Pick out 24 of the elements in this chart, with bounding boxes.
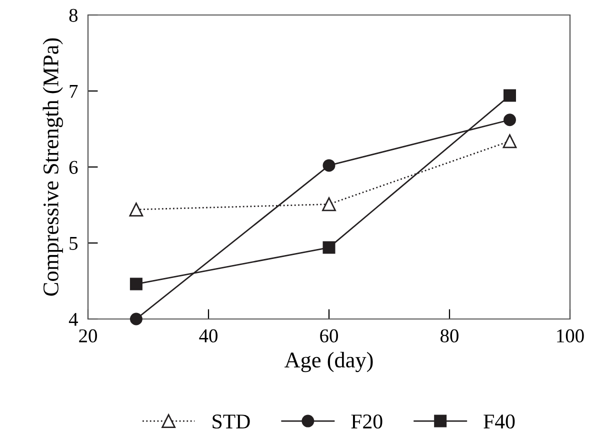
- x-tick-label: 100: [557, 329, 584, 342]
- legend-label: F40: [484, 414, 515, 429]
- point: [130, 312, 142, 326]
- point: [322, 241, 336, 254]
- x-tick-label: 80: [440, 329, 458, 342]
- legend-label: STD: [212, 414, 250, 429]
- x-tick-label: 40: [199, 329, 218, 342]
- point: [322, 197, 336, 212]
- point: [502, 134, 517, 148]
- point: [504, 89, 516, 102]
- point: [322, 159, 336, 172]
- y-tick-label: 5: [70, 237, 78, 250]
- x-tick-label: 20: [79, 329, 97, 342]
- legend-label: F20: [351, 414, 382, 429]
- y-tick-label: 4: [68, 312, 78, 326]
- y-tick-label: 8: [69, 8, 78, 22]
- y-axis-title: Compressive Strength (MPa): [42, 38, 63, 296]
- point: [129, 202, 144, 217]
- x-tick-label: 60: [320, 329, 338, 342]
- y-tick-label: 7: [70, 85, 78, 98]
- point: [130, 278, 142, 290]
- y-tick-label: 6: [69, 160, 78, 174]
- x-axis-title: Age (day): [284, 352, 373, 372]
- point: [504, 114, 516, 126]
